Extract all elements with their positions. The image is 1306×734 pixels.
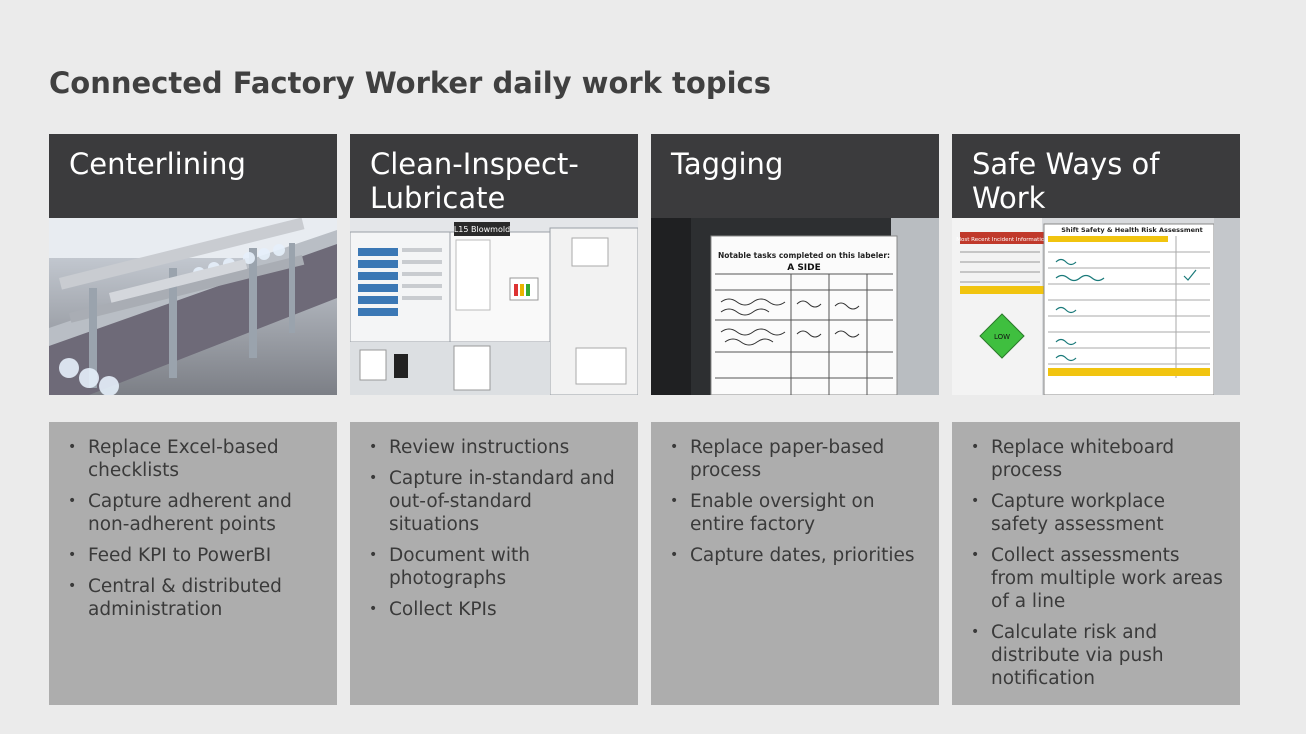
bullet-item: Collect assessments from multiple work a…: [969, 544, 1224, 613]
card-bullets: Review instructions Capture in-standard …: [350, 422, 638, 705]
bullet-item: Calculate risk and distribute via push n…: [969, 621, 1224, 690]
bullet-item: Replace whiteboard process: [969, 436, 1224, 482]
bullet-item: Collect KPIs: [367, 598, 622, 621]
incident-header: Most Recent Incident Information: [956, 237, 1048, 243]
whiteboard-title: Notable tasks completed on this labeler:: [718, 251, 890, 260]
bullet-item: Capture in-standard and out-of-standard …: [367, 467, 622, 536]
bullet-item: Review instructions: [367, 436, 622, 459]
card-title: Tagging: [651, 134, 939, 218]
risk-level: LOW: [994, 333, 1010, 341]
safety-board-photo: Most Recent Incident Information LOW Shi…: [952, 218, 1240, 395]
card-bullets: Replace Excel-based checklists Capture a…: [49, 422, 337, 705]
assessment-title: Shift Safety & Health Risk Assessment: [1061, 226, 1203, 234]
bullet-item: Feed KPI to PowerBI: [66, 544, 321, 567]
slide-title: Connected Factory Worker daily work topi…: [49, 66, 771, 100]
bullet-item: Capture adherent and non-adherent points: [66, 490, 321, 536]
card-title: Clean-Inspect-Lubricate: [350, 134, 638, 218]
centerlining-photo: [49, 218, 337, 395]
bullet-item: Capture workplace safety assessment: [969, 490, 1224, 536]
tagging-whiteboard-photo: Notable tasks completed on this labeler:…: [651, 218, 939, 395]
card-bullets: Replace whiteboard process Capture workp…: [952, 422, 1240, 705]
bullet-item: Replace paper-based process: [668, 436, 923, 482]
whiteboard-handwriting: A SIDE: [787, 263, 821, 273]
card-title: Safe Ways of Work: [952, 134, 1240, 218]
card-title: Centerlining: [49, 134, 337, 218]
bullet-item: Document with photographs: [367, 544, 622, 590]
bullet-item: Replace Excel-based checklists: [66, 436, 321, 482]
bullet-item: Enable oversight on entire factory: [668, 490, 923, 536]
board-label: L15 Blowmold: [454, 225, 510, 234]
cil-board-photo: L15 Blowmold: [350, 218, 638, 395]
bullet-item: Central & distributed administration: [66, 575, 321, 621]
card-bullets: Replace paper-based process Enable overs…: [651, 422, 939, 705]
bullet-item: Capture dates, priorities: [668, 544, 923, 567]
